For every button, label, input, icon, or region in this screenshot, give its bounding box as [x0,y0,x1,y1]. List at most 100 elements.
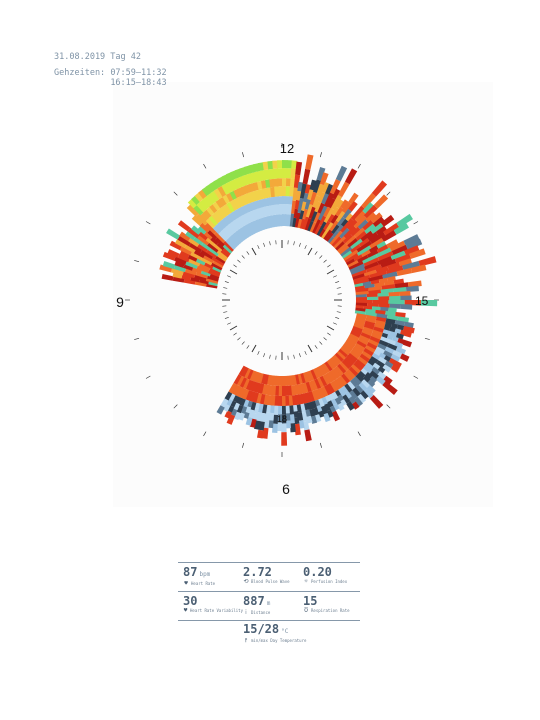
heat-cell [332,379,342,391]
heat-cell [226,192,234,202]
heat-cell [369,231,386,245]
heat-cell [193,236,204,246]
clock-tick [326,325,335,331]
hour-label-6: 6 [282,481,290,497]
heat-cell [229,199,239,211]
heat-cell [290,168,297,179]
heat-cell [363,261,379,271]
heat-cell [208,215,219,226]
heat-cell [327,371,336,382]
heat-cell [205,277,219,284]
heat-cell [232,395,239,403]
heat-cell [220,249,230,258]
heat-cell [217,185,227,197]
heat-cell [339,227,350,239]
heat-cell [323,208,335,224]
heat-cell [197,225,207,235]
heat-cell [311,390,319,401]
heat-cell [372,362,381,371]
heat-cell [318,215,327,227]
heat-cell [329,179,341,195]
heat-cell [318,205,328,221]
heat-cell [317,191,326,203]
heat-cell [253,219,261,233]
heat-cell [187,254,198,262]
heat-cell [341,359,352,370]
heat-cell [285,204,290,215]
clock-tick [203,163,207,169]
metric-value: 15 [303,594,318,608]
heat-cell [199,198,210,210]
heat-cell [382,380,398,395]
heat-cell [341,344,352,354]
heat-cell [262,161,269,171]
heat-cell [380,258,397,269]
heat-cell [325,183,334,196]
heat-cell [193,204,204,216]
heat-cell [284,385,289,396]
heat-cell [368,289,382,295]
heat-cell [356,393,367,404]
clock-tick [357,163,361,169]
heat-cell [172,272,183,279]
walking-times-label: Gehzeiten: [54,67,106,78]
heat-cell [323,221,331,231]
heat-cell [211,256,225,266]
heat-cell [344,168,358,185]
heat-cell [388,291,400,297]
heat-cell [334,352,344,363]
heat-cell [288,196,294,205]
heat-cell [357,370,366,379]
heat-cell [258,218,265,231]
day-header: 31.08.2019 Tag 42 Gehzeiten: 07:59–11:32… [54,52,167,89]
heat-cell [203,255,215,264]
heat-cell [334,365,344,376]
heat-cell [274,196,280,205]
heat-cell [274,395,279,406]
heat-cell [316,183,325,197]
heat-cell [355,315,367,322]
heat-cell [217,208,227,219]
heat-cell [231,210,239,220]
heat-cell [391,244,408,256]
heat-cell [348,260,364,271]
heat-cell [308,206,317,220]
heat-cell [285,196,290,205]
heat-cell [281,432,288,446]
heat-cell [195,213,208,226]
heat-cell [376,240,387,250]
heat-cell [241,174,250,186]
heat-cell [369,375,378,384]
heat-cell [207,242,219,253]
divider-middle [178,591,360,592]
heat-cell [309,191,318,206]
heat-cell [359,334,370,343]
heat-cell [190,276,201,283]
heat-cell [339,346,350,356]
heat-cell [191,195,201,206]
heat-cell [273,214,278,228]
heat-cell [329,230,343,246]
heat-cell [346,219,358,231]
walking-time-1: 07:59–11:32 [110,67,167,78]
heat-cell [340,218,349,228]
heat-cell [297,198,305,214]
heat-cell [260,373,267,385]
heat-cell [297,373,303,385]
heat-cell [285,413,291,421]
heat-cell [255,382,262,394]
heat-cell [179,231,191,242]
heat-cell [301,201,307,212]
heat-cell [241,214,249,226]
heat-cell [200,249,214,260]
heat-cell [270,186,276,198]
clock-tick [246,251,250,255]
heat-cell [356,313,367,319]
heat-cell [215,255,226,264]
heat-cell [350,244,361,254]
clock-tick [327,332,331,336]
heat-cell [287,385,293,396]
heat-cell [224,410,232,419]
metric-perfusion-index: 0.20 ☼ Perfusion Index [303,566,363,585]
perfusion-icon: ☼ [304,578,308,585]
